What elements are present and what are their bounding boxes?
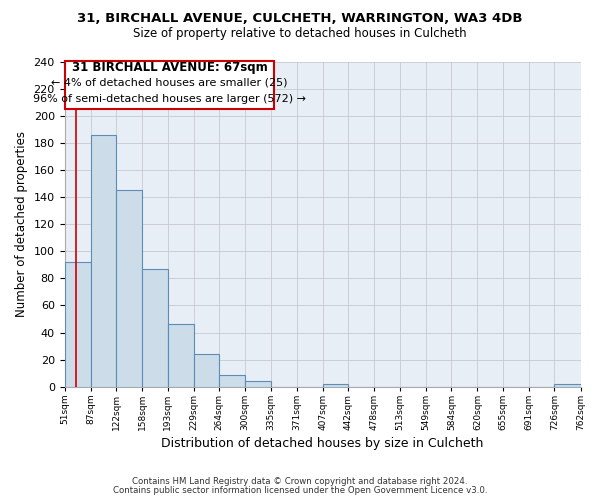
Bar [194,354,219,386]
Bar [219,374,245,386]
Text: 96% of semi-detached houses are larger (572) →: 96% of semi-detached houses are larger (… [33,94,306,104]
Text: Contains HM Land Registry data © Crown copyright and database right 2024.: Contains HM Land Registry data © Crown c… [132,477,468,486]
Bar [142,269,167,386]
Y-axis label: Number of detached properties: Number of detached properties [15,131,28,317]
Text: Size of property relative to detached houses in Culcheth: Size of property relative to detached ho… [133,28,467,40]
Text: Contains public sector information licensed under the Open Government Licence v3: Contains public sector information licen… [113,486,487,495]
Bar [167,324,194,386]
Bar [91,134,116,386]
Text: 31 BIRCHALL AVENUE: 67sqm: 31 BIRCHALL AVENUE: 67sqm [71,60,267,74]
Bar [65,62,274,109]
Bar [116,190,142,386]
Bar [323,384,348,386]
Bar [245,382,271,386]
Bar [554,384,581,386]
X-axis label: Distribution of detached houses by size in Culcheth: Distribution of detached houses by size … [161,437,484,450]
Bar [65,262,91,386]
Text: ← 4% of detached houses are smaller (25): ← 4% of detached houses are smaller (25) [51,78,287,88]
Text: 31, BIRCHALL AVENUE, CULCHETH, WARRINGTON, WA3 4DB: 31, BIRCHALL AVENUE, CULCHETH, WARRINGTO… [77,12,523,26]
